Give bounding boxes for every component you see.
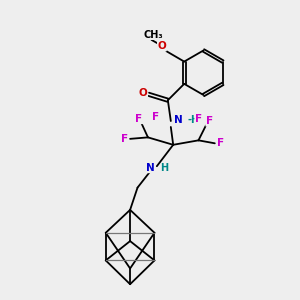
Text: O: O: [139, 88, 148, 98]
Text: N: N: [174, 115, 183, 124]
Text: CH₃: CH₃: [143, 29, 163, 40]
Text: F: F: [136, 114, 142, 124]
Text: F: F: [195, 114, 202, 124]
Text: F: F: [121, 134, 128, 144]
Text: -H: -H: [188, 116, 200, 125]
Text: F: F: [206, 116, 213, 126]
Text: H: H: [160, 163, 168, 173]
Text: F: F: [152, 112, 160, 122]
Text: F: F: [217, 138, 224, 148]
Text: O: O: [158, 41, 166, 51]
Text: N: N: [146, 163, 155, 173]
